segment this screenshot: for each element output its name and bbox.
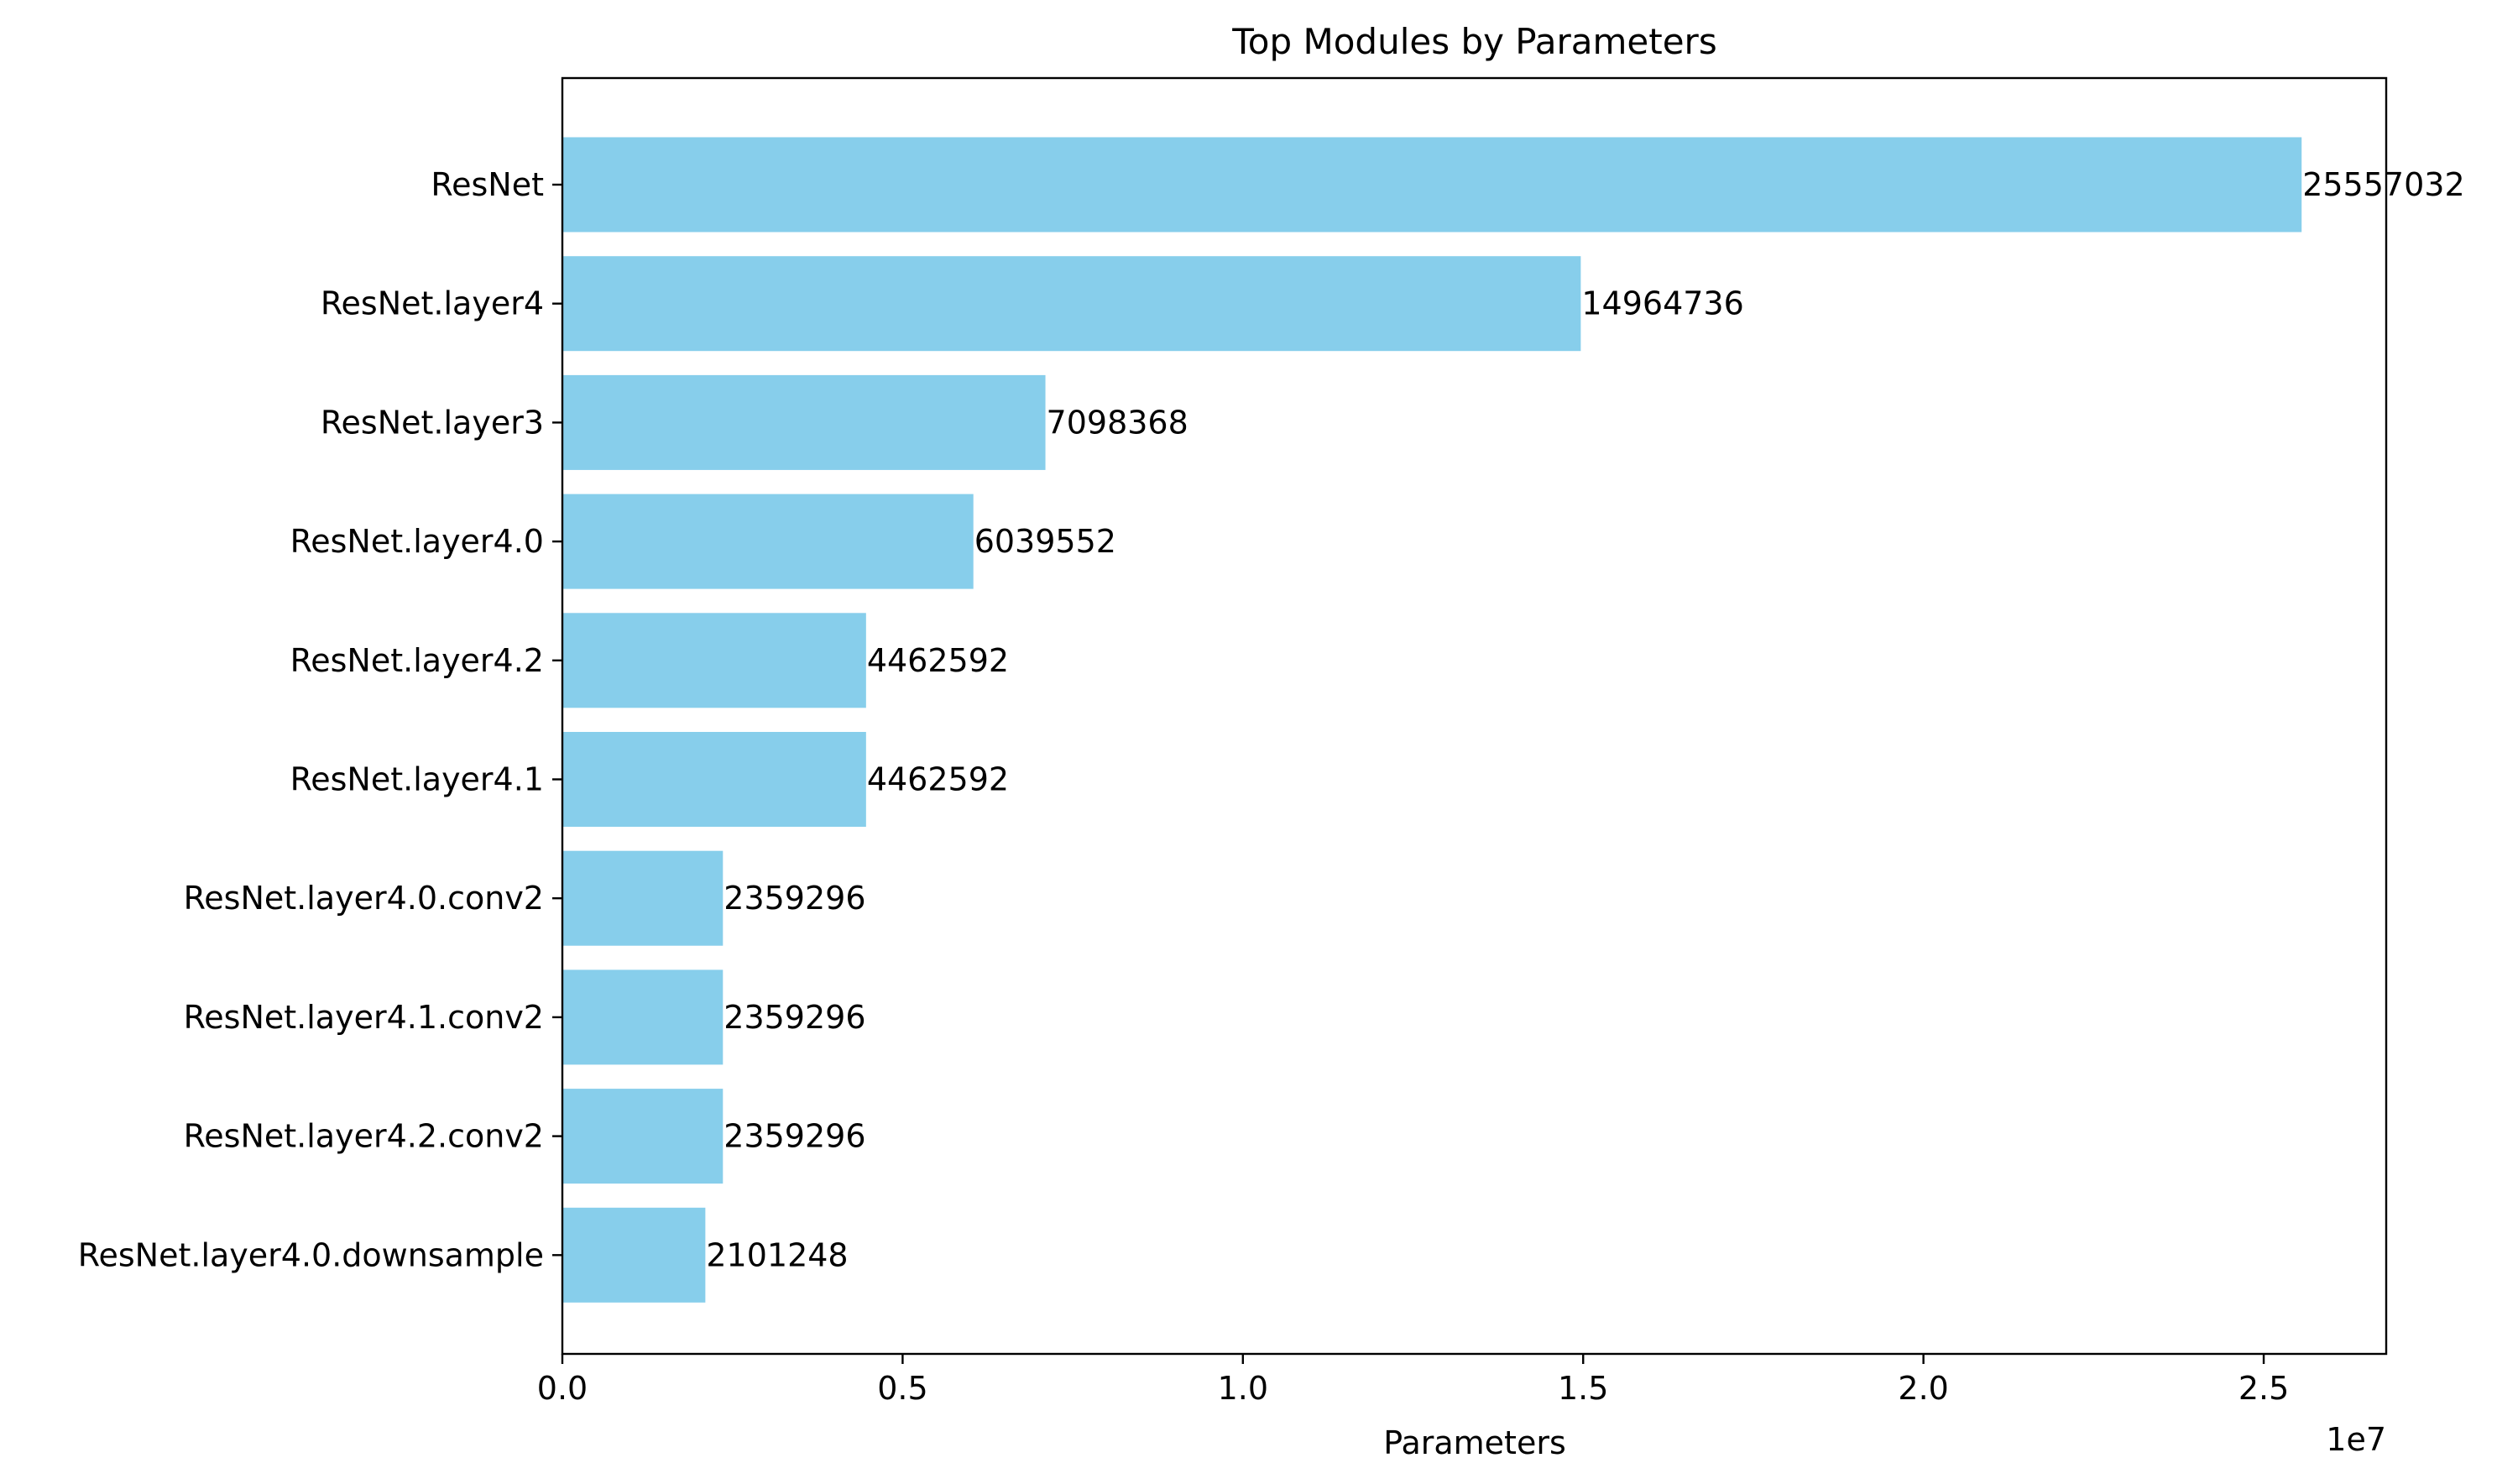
bar-value-label: 2101248 (706, 1236, 848, 1273)
bar (562, 494, 974, 589)
y-tick-label: ResNet.layer4.1.conv2 (184, 999, 544, 1036)
y-tick-label: ResNet.layer4.2.conv2 (184, 1118, 544, 1155)
bar (562, 1089, 724, 1184)
bar-value-label: 2359296 (724, 1118, 865, 1155)
bar-value-label: 7098368 (1047, 404, 1188, 441)
bar-value-label: 2359296 (724, 880, 865, 917)
bars-group (562, 137, 2302, 1303)
y-tick-label: ResNet.layer4.0.downsample (78, 1236, 544, 1273)
plot-frame (561, 76, 2388, 1356)
bar (562, 256, 1581, 352)
y-tick-label: ResNet.layer4.0.conv2 (184, 880, 544, 917)
x-tick-label: 2.5 (2238, 1370, 2289, 1407)
bar-value-label: 4462592 (867, 642, 1009, 679)
bar (562, 850, 724, 946)
bar (562, 137, 2302, 233)
bar-value-label: 2359296 (724, 999, 865, 1036)
chart-title: Top Modules by Parameters (1231, 21, 1716, 62)
x-tick-label: 0.0 (537, 1370, 588, 1407)
y-tick-label: ResNet.layer4.2 (290, 642, 544, 679)
y-tick-label: ResNet.layer4.1 (290, 761, 544, 798)
y-tick-label: ResNet.layer4.0 (290, 523, 544, 560)
x-tick-label: 2.0 (1898, 1370, 1948, 1407)
x-axis-label: Parameters (1383, 1424, 1566, 1461)
bar-value-label: 14964736 (1581, 285, 1743, 322)
bar-value-label: 4462592 (867, 761, 1009, 798)
bar (562, 613, 866, 708)
value-labels-group: 25557032 14964736 7098368 6039552 4462592 446… (706, 166, 2464, 1273)
x-axis-scale-label: 1e7 (2326, 1421, 2386, 1458)
bar (562, 1207, 706, 1303)
y-tick-label: ResNet.layer4 (321, 285, 544, 322)
y-axis: ResNet ResNet.layer4 ResNet.layer3 ResNet.l… (78, 166, 562, 1273)
x-tick-label: 0.5 (877, 1370, 927, 1407)
bar-value-label: 25557032 (2302, 166, 2464, 203)
x-tick-label: 1.5 (1558, 1370, 1608, 1407)
y-tick-label: ResNet (431, 166, 544, 203)
bar (562, 732, 866, 827)
bar (562, 374, 1046, 470)
bar (562, 969, 724, 1065)
y-tick-label: ResNet.layer3 (321, 404, 544, 441)
x-axis: 0.0 0.5 1.0 1.5 2.0 2.5 (537, 1354, 2289, 1407)
bar-value-label: 6039552 (974, 523, 1116, 560)
x-tick-label: 1.0 (1218, 1370, 1268, 1407)
